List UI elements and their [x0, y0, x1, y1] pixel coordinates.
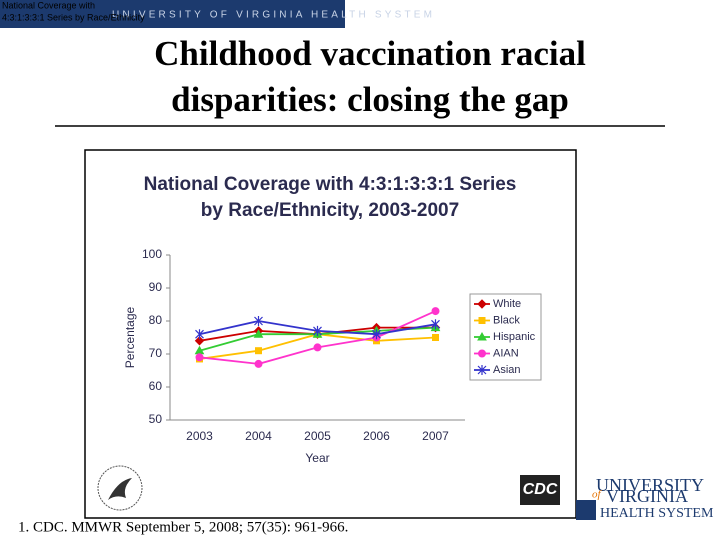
x-tick-label: 2007 [422, 429, 449, 443]
slide-title: disparities: closing the gap [171, 80, 569, 119]
marker [432, 334, 439, 341]
marker [431, 319, 440, 330]
marker [195, 329, 204, 340]
y-tick-label: 60 [149, 379, 163, 393]
overlay-text: 4:3:1:3:3:1 Series by Race/Ethnicity [2, 12, 145, 22]
legend-label: Black [493, 314, 520, 326]
y-tick-label: 70 [149, 346, 163, 360]
uva-text: of [592, 489, 603, 501]
legend-marker [478, 317, 486, 324]
x-axis-label: Year [305, 451, 329, 465]
y-tick-label: 50 [149, 412, 163, 426]
chart-title: National Coverage with 4:3:1:3:3:1 Serie… [144, 174, 517, 195]
hhs-logo [97, 465, 143, 511]
marker [254, 359, 263, 368]
uva-text: UNIVERSITY [596, 475, 704, 495]
x-tick-label: 2004 [245, 429, 272, 443]
uva-logo: UNIVERSITY of VIRGINIA HEALTH SYSTEM [576, 475, 714, 521]
overlay-text: National Coverage with [2, 0, 95, 10]
chart: National Coverage with 4:3:1:3:3:1 Serie… [123, 174, 542, 465]
header-text: UNIVERSITY OF VIRGINIA HEALTH SYSTEM [112, 10, 435, 21]
marker [195, 353, 204, 362]
legend-label: AIAN [493, 347, 519, 359]
marker [313, 325, 322, 336]
cdc-logo: CDC [520, 475, 560, 505]
y-tick-label: 90 [149, 280, 163, 294]
y-tick-label: 80 [149, 313, 163, 327]
x-tick-label: 2005 [304, 429, 331, 443]
legend-label: White [493, 298, 521, 310]
legend-label: Asian [493, 364, 521, 376]
y-axis-label: Percentage [123, 306, 137, 368]
x-tick-label: 2006 [363, 429, 390, 443]
legend-marker [477, 365, 487, 375]
chart-title: by Race/Ethnicity, 2003-2007 [201, 200, 459, 221]
cdc-text: CDC [523, 481, 558, 498]
uva-text: VIRGINIA [606, 486, 688, 506]
legend-marker [477, 299, 487, 309]
legend-marker [478, 349, 486, 358]
legend-marker [477, 331, 487, 341]
marker [255, 347, 262, 355]
marker [372, 329, 381, 340]
slide-title: Childhood vaccination racial [154, 34, 586, 73]
footnote: 1. CDC. MMWR September 5, 2008; 57(35): … [18, 519, 348, 535]
header-bar [0, 0, 345, 28]
legend-label: Hispanic [493, 331, 536, 343]
marker [254, 316, 263, 326]
uva-text: HEALTH SYSTEM [600, 506, 714, 521]
y-tick-label: 100 [142, 247, 162, 261]
marker [313, 343, 322, 352]
marker [194, 336, 205, 346]
marker [431, 307, 440, 316]
marker [253, 329, 264, 338]
x-tick-label: 2003 [186, 429, 213, 443]
